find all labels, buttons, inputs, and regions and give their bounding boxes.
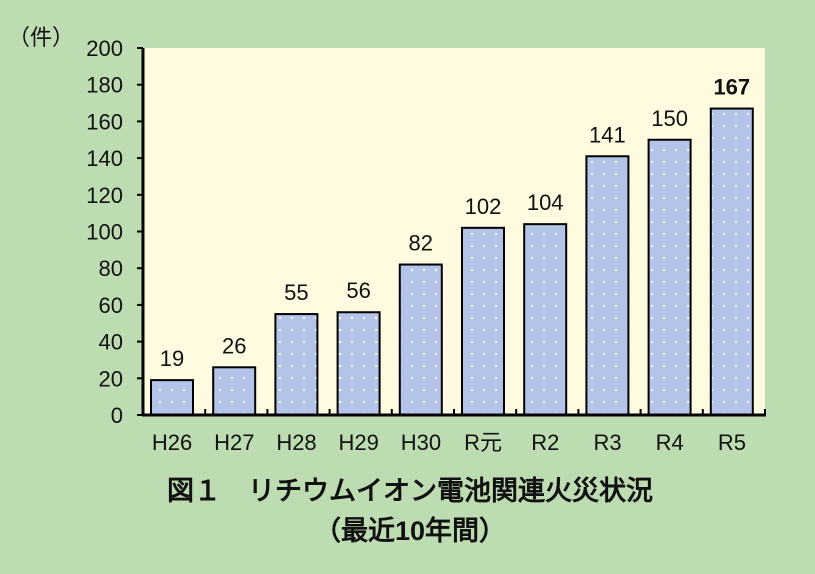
- y-tick-label-160: 160: [86, 109, 123, 134]
- y-tick-label-200: 200: [86, 36, 123, 61]
- x-tick-label-R元: R元: [464, 430, 502, 455]
- y-tick-label-80: 80: [99, 256, 123, 281]
- y-axis-unit-label: （件）: [8, 25, 74, 50]
- x-tick-label-H29: H29: [339, 430, 379, 455]
- data-label-H30: 82: [409, 231, 433, 256]
- x-tick-label-R3: R3: [593, 430, 621, 455]
- x-tick-label-R4: R4: [656, 430, 684, 455]
- y-tick-label-60: 60: [99, 293, 123, 318]
- data-label-R元: 102: [465, 194, 502, 219]
- bar-H26: [150, 379, 194, 417]
- bar-H28: [274, 313, 319, 417]
- x-tick-label-H28: H28: [276, 430, 316, 455]
- bar-H29: [336, 311, 381, 416]
- y-tick-label-20: 20: [99, 366, 123, 391]
- data-label-H29: 56: [346, 278, 370, 303]
- data-label-R4: 150: [651, 106, 688, 131]
- y-tick-label-100: 100: [86, 220, 123, 245]
- bar-R2: [523, 223, 568, 416]
- bar-R元: [461, 226, 505, 416]
- bar-R5: [709, 107, 754, 417]
- x-tick-label-H26: H26: [152, 430, 192, 455]
- y-tick-label-140: 140: [86, 146, 123, 171]
- data-label-H27: 26: [222, 333, 246, 358]
- y-tick-label-40: 40: [99, 330, 123, 355]
- chart-subtitle: （最近10年間）: [314, 515, 506, 546]
- data-label-R3: 141: [589, 122, 626, 147]
- bar-R4: [647, 138, 692, 416]
- data-label-H26: 19: [160, 346, 184, 371]
- x-tick-label-H30: H30: [401, 430, 441, 455]
- bar-R3: [585, 155, 630, 416]
- bar-H30: [398, 263, 443, 416]
- x-tick-label-R5: R5: [718, 430, 746, 455]
- data-label-R5: 167: [713, 75, 750, 100]
- y-tick-label-180: 180: [86, 73, 123, 98]
- x-tick-label-R2: R2: [531, 430, 559, 455]
- bar-H27: [212, 366, 257, 417]
- data-label-H28: 55: [284, 280, 308, 305]
- data-label-R2: 104: [527, 190, 564, 215]
- x-tick-label-H27: H27: [214, 430, 254, 455]
- y-tick-label-120: 120: [86, 183, 123, 208]
- y-tick-label-0: 0: [111, 403, 123, 428]
- chart-title: 図１ リチウムイオン電池関連火災状況: [167, 476, 653, 506]
